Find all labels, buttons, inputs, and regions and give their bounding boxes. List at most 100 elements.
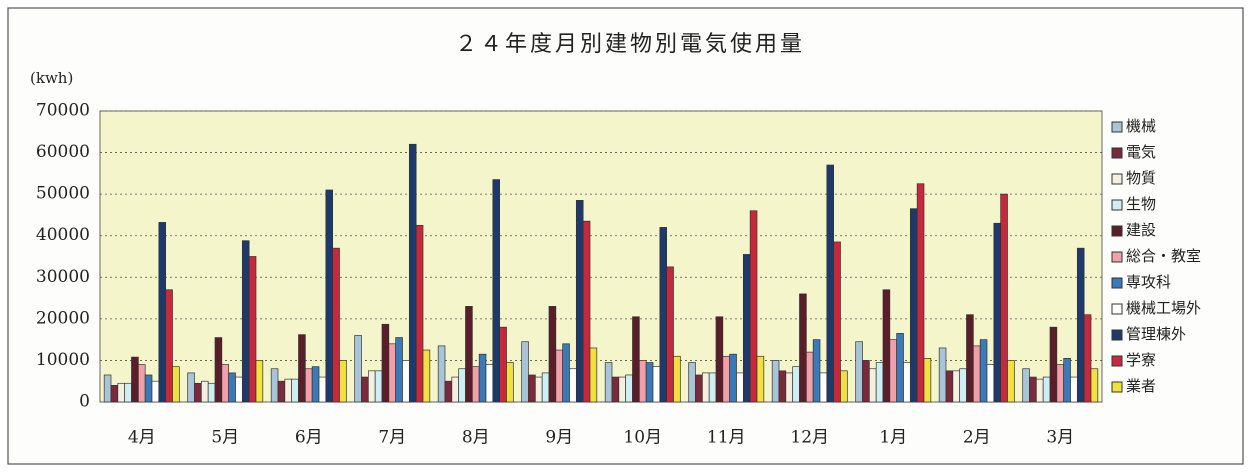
bar xyxy=(291,378,299,403)
bar xyxy=(506,362,514,403)
bar xyxy=(248,256,257,403)
bar xyxy=(1083,314,1092,403)
y-tick-label: 70000 xyxy=(36,101,90,121)
bar xyxy=(388,343,397,403)
legend-label: 電気 xyxy=(1126,143,1156,161)
bar xyxy=(833,241,841,403)
bar xyxy=(562,343,570,403)
legend-swatch xyxy=(1111,147,1123,159)
bar xyxy=(575,200,584,403)
bar xyxy=(715,316,724,403)
legend-swatch xyxy=(1111,199,1123,211)
x-tick-label: 7月 xyxy=(378,428,406,448)
bar xyxy=(458,368,466,403)
x-tick-label: 5月 xyxy=(211,428,239,448)
bar xyxy=(826,164,835,403)
bar xyxy=(137,364,146,403)
bar xyxy=(402,360,410,403)
bar xyxy=(241,240,250,403)
bar xyxy=(742,254,751,403)
bar xyxy=(492,179,501,403)
bar xyxy=(1035,378,1044,403)
legend-label: 機械工場外 xyxy=(1126,299,1201,317)
x-tick-label: 1月 xyxy=(879,428,907,448)
bar xyxy=(381,323,390,403)
y-tick-label: 40000 xyxy=(36,225,90,245)
bar xyxy=(882,289,891,403)
legend-swatch xyxy=(1111,355,1123,367)
bar xyxy=(945,370,954,403)
bar xyxy=(521,341,529,403)
legend-label: 業者 xyxy=(1126,377,1156,395)
x-tick-label: 4月 xyxy=(128,428,156,448)
bar xyxy=(124,382,132,403)
legend-label: 機械 xyxy=(1126,117,1156,135)
bar xyxy=(465,306,473,403)
legend-label: 建設 xyxy=(1126,221,1156,239)
bar xyxy=(1007,360,1015,403)
bar xyxy=(1090,368,1099,403)
y-tick-label: 30000 xyxy=(36,267,90,287)
bar xyxy=(729,353,737,403)
bar xyxy=(221,364,230,403)
bar xyxy=(103,374,112,403)
bar xyxy=(756,355,765,403)
bar xyxy=(604,362,613,403)
bar xyxy=(485,364,494,403)
bar xyxy=(415,224,424,403)
bar xyxy=(896,333,904,403)
x-tick-label: 2月 xyxy=(963,428,991,448)
bar xyxy=(840,370,848,403)
bar xyxy=(1029,376,1037,403)
bar xyxy=(986,364,995,403)
bar xyxy=(270,368,279,403)
bar xyxy=(652,366,661,403)
legend-swatch xyxy=(1111,303,1123,315)
bar xyxy=(778,370,787,403)
bar xyxy=(172,366,180,403)
chart-title: ２４年度月別建物別電気使用量 xyxy=(455,32,805,57)
legend-label: 物質 xyxy=(1126,169,1156,187)
y-tick-label: 60000 xyxy=(36,142,90,162)
bar xyxy=(144,374,153,403)
bar xyxy=(862,360,870,403)
bar xyxy=(228,372,236,403)
bar xyxy=(805,351,814,403)
bar xyxy=(611,376,620,403)
bar xyxy=(819,372,828,403)
bar xyxy=(207,382,216,403)
x-tick-label: 12月 xyxy=(790,428,829,448)
legend-label: 専攻科 xyxy=(1126,273,1171,291)
bar xyxy=(151,380,160,403)
bar xyxy=(214,337,223,403)
x-tick-label: 10月 xyxy=(623,428,662,448)
bar xyxy=(722,355,731,403)
y-tick-label: 50000 xyxy=(36,184,90,204)
bar xyxy=(1070,376,1078,403)
bar xyxy=(131,356,139,403)
bar xyxy=(110,385,119,403)
bar xyxy=(374,370,383,403)
bar xyxy=(1000,193,1008,403)
bar xyxy=(695,374,703,403)
bar xyxy=(645,362,654,403)
bar xyxy=(541,372,550,403)
bar xyxy=(582,220,591,403)
bar xyxy=(325,189,334,403)
bar xyxy=(972,345,981,403)
bar xyxy=(1049,326,1058,403)
legend-swatch xyxy=(1111,329,1123,341)
bar xyxy=(298,334,306,403)
legend-label: 学寮 xyxy=(1126,351,1156,369)
bar xyxy=(812,339,821,403)
bar xyxy=(528,374,536,403)
bar xyxy=(736,372,744,403)
bar xyxy=(632,316,640,403)
bar xyxy=(117,382,126,403)
bar xyxy=(792,366,800,403)
bar xyxy=(1056,364,1065,403)
bar xyxy=(749,210,758,403)
bar xyxy=(909,208,918,403)
